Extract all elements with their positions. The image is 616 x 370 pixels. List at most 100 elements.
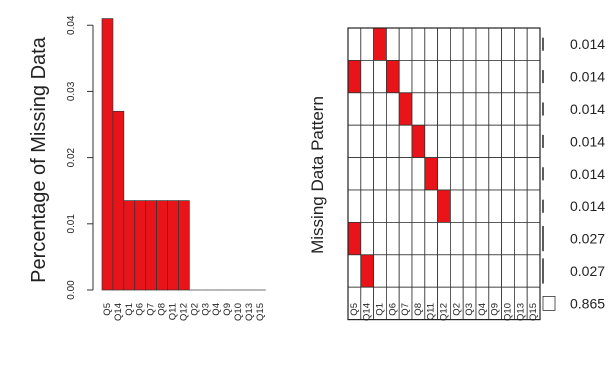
- pattern-cell-observed: [411, 60, 426, 94]
- bar-Q6: [134, 200, 147, 291]
- pattern-cell-observed: [449, 254, 464, 288]
- pattern-cell-observed: [360, 60, 374, 94]
- bar-x-tick-label: Q8: [157, 303, 168, 316]
- bar-x-tick-label: Q2: [189, 303, 200, 316]
- pattern-cell-observed: [437, 27, 451, 61]
- pattern-cell-observed: [398, 189, 413, 223]
- pattern-cell-observed: [373, 60, 387, 94]
- pattern-column-label: Q14: [362, 303, 373, 321]
- pattern-cell-observed: [514, 124, 528, 158]
- pattern-cell-observed: [437, 60, 451, 94]
- pattern-proportion-label: 0.014: [570, 133, 605, 149]
- pattern-cell-observed: [462, 221, 477, 256]
- bar-Q8: [156, 200, 168, 291]
- pattern-cell-observed: [360, 221, 374, 256]
- pattern-cell-observed: [385, 157, 400, 191]
- pattern-cell-observed: [501, 221, 515, 256]
- pattern-cell-observed: [475, 189, 490, 223]
- pattern-cell-observed: [385, 92, 400, 126]
- pattern-cell-observed: [424, 254, 438, 288]
- pattern-proportion-label: 0.027: [570, 231, 605, 247]
- pattern-column-label: Q6: [387, 303, 398, 316]
- pattern-cell-observed: [526, 27, 541, 61]
- pattern-cell-missing: [347, 221, 362, 256]
- pattern-cell-observed: [398, 254, 413, 288]
- pattern-cell-observed: [424, 92, 438, 126]
- bar-x-tick-label: Q14: [113, 303, 124, 321]
- pattern-cell-observed: [373, 157, 387, 191]
- pattern-cell-observed: [462, 60, 477, 94]
- missing-percentage-bar-chart: Percentage of Missing Data 0.00 0.01 0.02 0…: [28, 15, 266, 321]
- pattern-cell-observed: [501, 27, 515, 61]
- pattern-column-label: Q10: [503, 303, 514, 321]
- pattern-proportion-box: [542, 295, 556, 311]
- bar-x-tick-label: Q1: [124, 303, 135, 316]
- pattern-cell-observed: [360, 92, 374, 126]
- pattern-cell-observed: [501, 157, 515, 191]
- pattern-cell-observed: [424, 221, 438, 256]
- pattern-cell-observed: [373, 221, 387, 256]
- bar-y-tick-label: 0.04: [66, 15, 77, 35]
- pattern-cell-observed: [437, 221, 451, 256]
- bar-y-tick-label: 0.03: [66, 81, 77, 101]
- pattern-cell-observed: [526, 60, 541, 94]
- pattern-cell-observed: [475, 60, 490, 94]
- pattern-cell-observed: [488, 157, 502, 191]
- pattern-cell-missing: [373, 27, 387, 61]
- pattern-cell-observed: [449, 60, 464, 94]
- pattern-cell-missing: [360, 254, 374, 288]
- pattern-cell-observed: [501, 92, 515, 126]
- pattern-cell-observed: [347, 254, 362, 288]
- pattern-cell-observed: [411, 221, 426, 256]
- pattern-column-label: Q13: [515, 303, 526, 321]
- pattern-cell-observed: [526, 189, 541, 223]
- pattern-cell-observed: [514, 157, 528, 191]
- pattern-cell-observed: [526, 221, 541, 256]
- pattern-cell-observed: [462, 27, 477, 61]
- pattern-cell-observed: [475, 221, 490, 256]
- bar-x-tick-label: Q10: [233, 303, 244, 321]
- pattern-cell-observed: [462, 189, 477, 223]
- pattern-cell-observed: [398, 27, 413, 61]
- bar-y-tick-label: 0.00: [66, 280, 77, 300]
- pattern-cell-observed: [462, 92, 477, 126]
- bar-x-tick-label: Q6: [135, 303, 146, 316]
- pattern-cell-observed: [373, 254, 387, 288]
- pattern-column-label: Q5: [349, 303, 360, 316]
- pattern-cell-observed: [385, 254, 400, 288]
- pattern-cell-missing: [347, 60, 362, 94]
- pattern-cell-observed: [514, 189, 528, 223]
- bar-chart-y-axis-label: Percentage of Missing Data: [28, 36, 50, 283]
- bar-x-tick-label: Q11: [167, 303, 178, 320]
- pattern-proportion-label: 0.014: [570, 166, 605, 182]
- pattern-cell-observed: [526, 157, 541, 191]
- pattern-cell-observed: [526, 124, 541, 158]
- pattern-cell-observed: [424, 60, 438, 94]
- pattern-column-label: Q1: [375, 303, 386, 316]
- pattern-y-axis-label: Missing Data Pattern: [308, 96, 327, 254]
- bar-Q11: [167, 200, 179, 291]
- pattern-proportion-label: 0.014: [570, 69, 605, 85]
- bar-Q5: [101, 18, 114, 291]
- pattern-cell-observed: [373, 92, 387, 126]
- pattern-cell-missing: [385, 60, 400, 94]
- pattern-cell-observed: [360, 124, 374, 158]
- bar-x-tick-label: Q4: [211, 303, 222, 316]
- pattern-cell-observed: [347, 92, 362, 126]
- bar-y-tick-label: 0.02: [66, 147, 77, 167]
- pattern-cell-observed: [449, 221, 464, 256]
- pattern-cell-observed: [488, 254, 502, 288]
- bar-x-tick-label: Q15: [255, 303, 266, 321]
- bar-Q14: [112, 110, 125, 291]
- bar-x-tick-label: Q7: [146, 303, 157, 316]
- pattern-cell-observed: [385, 221, 400, 256]
- pattern-cell-observed: [411, 157, 426, 191]
- pattern-cell-observed: [514, 92, 528, 126]
- pattern-cell-observed: [437, 92, 451, 126]
- bar-y-tick-label: 0.01: [66, 214, 77, 234]
- pattern-cell-observed: [449, 124, 464, 158]
- pattern-cell-observed: [514, 221, 528, 256]
- pattern-proportion-label: 0.027: [570, 263, 605, 279]
- missing-data-pattern-heatmap: Missing Data Pattern 0.014 0.014 0.014 0.01…: [308, 27, 605, 321]
